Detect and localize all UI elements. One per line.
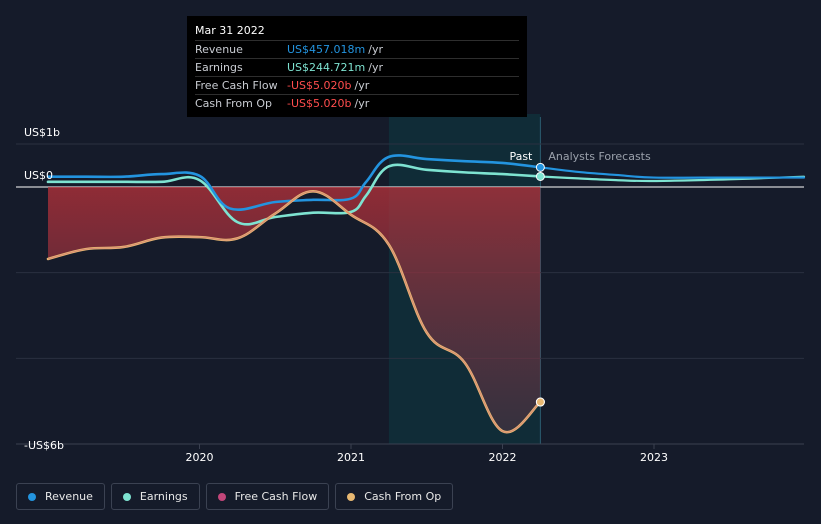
earnings-forecast-line — [539, 175, 806, 183]
tooltip-date: Mar 31 2022 — [195, 24, 265, 37]
revenue-marker — [535, 162, 545, 172]
cash-from-op-line — [46, 189, 542, 434]
legend-dot-icon — [347, 492, 356, 501]
x-tick-label: 2020 — [186, 451, 214, 464]
tooltip-unit: /yr — [368, 43, 383, 56]
tooltip-row-revenue: Revenue US$457.018m /yr — [195, 40, 519, 58]
legend-item-cash-from-op[interactable]: Cash From Op — [335, 483, 454, 510]
earnings-line — [46, 163, 542, 226]
legend-label: Earnings — [139, 490, 188, 503]
y-tick-label: -US$6b — [24, 439, 64, 452]
legend-item-free-cash-flow[interactable]: Free Cash Flow — [205, 483, 330, 510]
legend-label: Revenue — [45, 490, 93, 503]
hover-tooltip: Mar 31 2022 Revenue US$457.018m /yr Earn… — [187, 16, 527, 117]
legend-label: Free Cash Flow — [234, 490, 318, 503]
forecast-label: Analysts Forecasts — [548, 150, 651, 163]
legend-dot-icon — [122, 492, 131, 501]
tooltip-value: US$457.018m — [287, 43, 366, 56]
x-tick-label: 2021 — [337, 451, 365, 464]
tooltip-row-free-cash-flow: Free Cash Flow -US$5.020b /yr — [195, 76, 519, 94]
tooltip-row-cash-from-op: Cash From Op -US$5.020b /yr — [195, 94, 519, 112]
x-tick-label: 2022 — [489, 451, 517, 464]
tooltip-unit: /yr — [354, 97, 370, 110]
legend-label: Cash From Op — [364, 490, 442, 503]
y-tick-label: US$1b — [24, 126, 60, 139]
tooltip-unit: /yr — [368, 61, 383, 74]
negative-cashflow-area — [48, 187, 541, 433]
tooltip-label: Cash From Op — [195, 97, 273, 110]
y-tick-label: US$0 — [24, 169, 53, 182]
legend-item-revenue[interactable]: Revenue — [16, 483, 105, 510]
legend-dot-icon — [217, 492, 226, 501]
free-cash-flow-line — [47, 190, 541, 433]
tooltip-value: US$244.721m — [287, 61, 366, 74]
chart-legend: Revenue Earnings Free Cash Flow Cash Fro… — [16, 483, 454, 510]
cash-from-op-marker — [535, 397, 545, 407]
legend-item-earnings[interactable]: Earnings — [110, 483, 200, 510]
tooltip-value: -US$5.020b — [287, 79, 352, 92]
tooltip-value: -US$5.020b — [287, 97, 352, 110]
tooltip-label: Earnings — [195, 61, 243, 74]
tooltip-label: Revenue — [195, 43, 243, 56]
past-label: Past — [509, 150, 533, 163]
revenue-forecast-line — [539, 166, 806, 179]
tooltip-label: Free Cash Flow — [195, 79, 278, 92]
tooltip-unit: /yr — [354, 79, 370, 92]
revenue-line — [46, 154, 542, 211]
tooltip-row-earnings: Earnings US$244.721m /yr — [195, 58, 519, 76]
x-tick-label: 2023 — [640, 451, 668, 464]
earnings-marker — [535, 171, 545, 181]
legend-dot-icon — [28, 492, 36, 501]
